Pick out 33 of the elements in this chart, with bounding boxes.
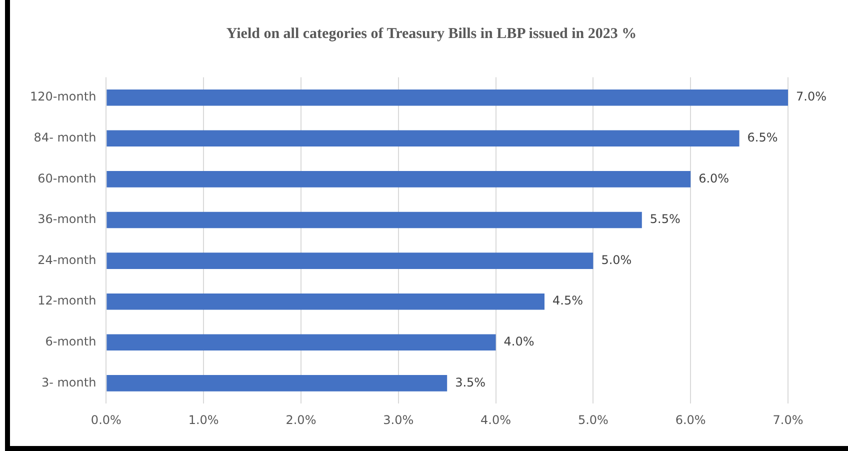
- x-tick-label: 6.0%: [675, 412, 706, 427]
- data-label: 5.0%: [601, 252, 632, 267]
- x-tick-label: 7.0%: [772, 412, 804, 427]
- y-tick-label: 12-month: [38, 294, 96, 308]
- data-label: 7.0%: [796, 90, 826, 104]
- y-tick-label: 84- month: [34, 130, 96, 145]
- y-tick-label: 24-month: [38, 252, 96, 267]
- bar: [106, 212, 642, 228]
- x-tick-label: 0.0%: [90, 412, 122, 427]
- x-tick-label: 3.0%: [383, 412, 414, 427]
- bar: [106, 171, 691, 188]
- bar: [106, 89, 788, 106]
- y-tick-label: 3- month: [41, 375, 96, 390]
- data-label: 4.5%: [552, 294, 583, 308]
- bar: [106, 375, 448, 392]
- bar: [106, 293, 544, 310]
- x-tick-label: 5.0%: [578, 412, 608, 427]
- bar: [106, 130, 740, 147]
- data-label: 6.0%: [698, 171, 730, 186]
- data-label: 6.5%: [747, 130, 778, 145]
- y-tick-label: 6-month: [45, 334, 96, 349]
- bar: [106, 252, 594, 269]
- x-tick-label: 2.0%: [286, 412, 316, 427]
- bar: [106, 334, 496, 351]
- data-label: 4.0%: [504, 334, 534, 349]
- y-tick-label: 36-month: [38, 212, 96, 226]
- data-label: 5.5%: [650, 212, 680, 226]
- x-tick-label: 1.0%: [188, 412, 219, 427]
- data-label: 3.5%: [455, 375, 486, 390]
- chart-title: Yield on all categories of Treasury Bills in LBP issued in 2023 %: [225, 26, 638, 43]
- x-tick-label: 4.0%: [480, 412, 512, 427]
- y-tick-label: 60-month: [38, 171, 96, 186]
- y-tick-label: 120-month: [30, 90, 96, 104]
